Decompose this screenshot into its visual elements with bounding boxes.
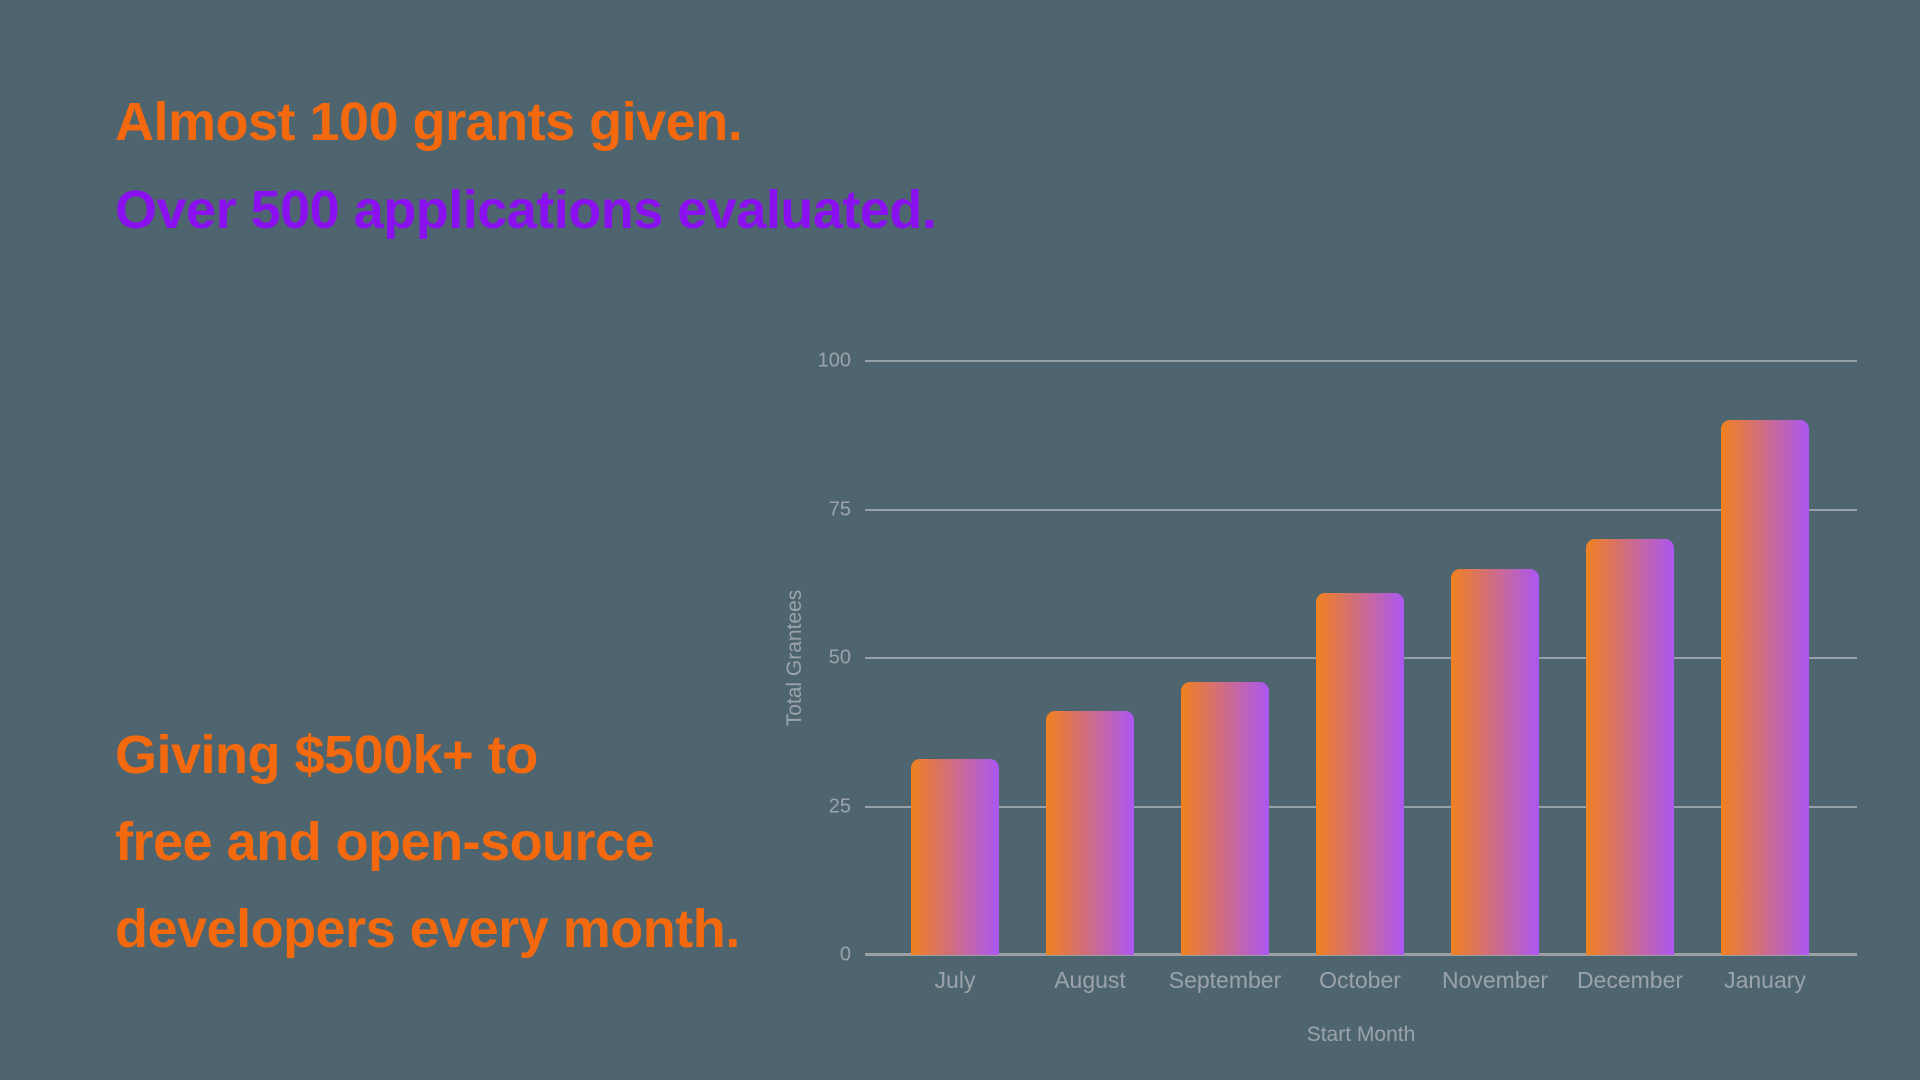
x-tick-label-october: October xyxy=(1319,967,1401,993)
giving-statement-line-2: free and open-source xyxy=(115,812,655,872)
y-tick-label-50: 50 xyxy=(828,646,851,669)
x-tick-label-august: August xyxy=(1054,967,1126,993)
giving-statement-line-3: developers every month. xyxy=(115,899,740,959)
x-tick-label-december: December xyxy=(1576,967,1684,993)
x-tick-label-september: September xyxy=(1168,967,1282,993)
gridline-75 xyxy=(865,508,1857,511)
x-axis-title: Start Month xyxy=(1306,1023,1416,1046)
plot-area: 0 25 50 75 100 July August September October Nove… xyxy=(818,350,1857,993)
headline-line-applications: Over 500 applications evaluated. xyxy=(115,180,937,240)
y-tick-label-0: 0 xyxy=(839,943,851,966)
bar-january xyxy=(1721,420,1809,955)
bar-july xyxy=(911,758,999,955)
y-tick-label-25: 25 xyxy=(828,795,851,817)
gridline-100 xyxy=(865,360,1857,362)
x-tick-label-january: January xyxy=(1724,967,1806,993)
bar-december xyxy=(1586,539,1674,955)
x-tick-label-july: July xyxy=(934,967,976,993)
bar-november xyxy=(1451,568,1539,955)
giving-statement: Giving $500k+ to free and open-source de… xyxy=(115,712,740,973)
bar-september xyxy=(1181,681,1269,955)
bar-october xyxy=(1316,592,1404,955)
headline: Almost 100 grants given. Over 500 applic… xyxy=(115,78,937,254)
bar-august xyxy=(1046,711,1134,955)
giving-statement-line-1: Giving $500k+ to xyxy=(115,725,538,785)
x-tick-label-november: November xyxy=(1441,967,1549,993)
y-tick-label-75: 75 xyxy=(828,498,851,520)
headline-line-grants: Almost 100 grants given. xyxy=(115,92,743,152)
y-axis-title: Total Grantees xyxy=(783,589,806,727)
grantees-bar-chart: 0 25 50 75 100 July August September October Nove… xyxy=(783,350,1857,1046)
y-tick-label-100: 100 xyxy=(817,349,851,372)
